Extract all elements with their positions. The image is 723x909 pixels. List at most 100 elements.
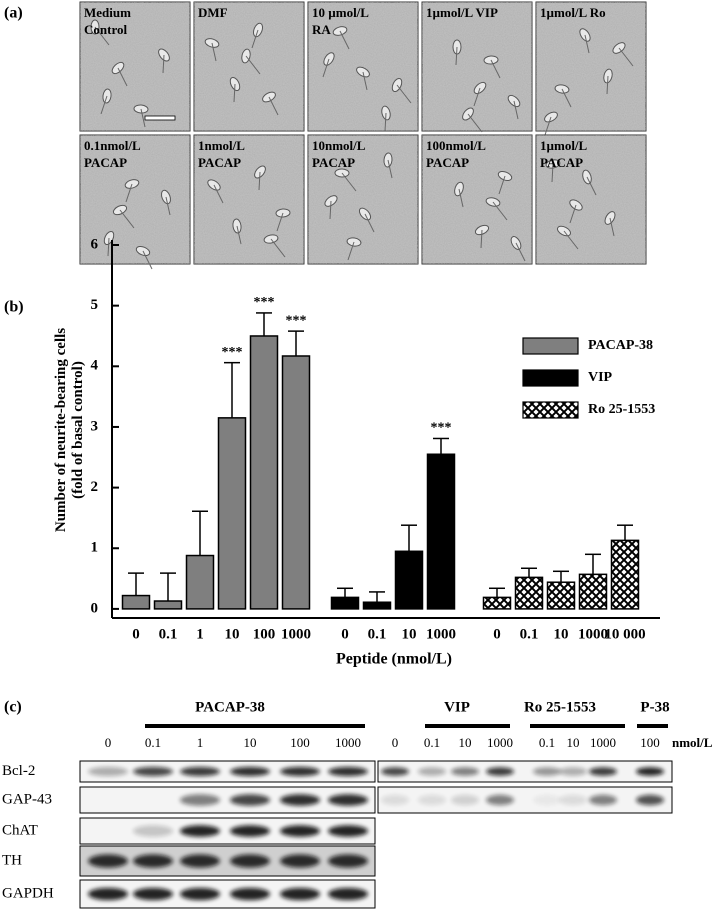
neurite (117, 67, 128, 87)
tile-label: 10 µmol/L (312, 5, 369, 20)
neurite (268, 96, 279, 116)
band (533, 794, 561, 806)
neurite (364, 213, 375, 233)
band (88, 854, 128, 868)
lane-label: 1000 (335, 735, 361, 750)
band (328, 854, 368, 868)
tile-label: RA (312, 22, 331, 37)
neurite (100, 95, 108, 115)
band (280, 825, 320, 837)
x-tick-label: 10 (225, 626, 240, 642)
y-tick-label: 6 (91, 236, 99, 252)
bar (426, 453, 456, 610)
neurite (94, 26, 110, 46)
micrograph-texture (80, 135, 190, 264)
bar (610, 539, 640, 610)
x-tick-label: 1000 (578, 626, 608, 642)
lane-label: 0.1 (424, 735, 440, 750)
neurite (498, 175, 506, 195)
tile-label: DMF (198, 5, 228, 20)
neurite (258, 171, 261, 191)
tile-label: Control (84, 22, 127, 37)
tile-label: PACAP (540, 155, 583, 170)
bar (578, 573, 608, 610)
y-tick-label: 0 (91, 600, 99, 616)
panel-label: (a) (4, 5, 23, 22)
neurite (396, 84, 412, 104)
neurite (515, 242, 526, 262)
blot-strip (377, 760, 673, 783)
blot-strip (79, 760, 376, 783)
neurite (125, 183, 133, 203)
x-axis-title: Peptide (nmol/L) (336, 651, 452, 668)
neurite (606, 75, 609, 95)
band (280, 766, 320, 777)
tile-label: PACAP (84, 155, 127, 170)
band (533, 767, 561, 776)
bar (121, 594, 151, 610)
band (280, 887, 320, 901)
micrograph-texture (422, 2, 532, 131)
lane-label: 100 (290, 735, 310, 750)
band (280, 854, 320, 868)
band (230, 854, 270, 868)
y-tick-label: 2 (91, 479, 99, 495)
y-axis-title-line: Number of neurite-bearing cells (53, 328, 69, 532)
x-tick-label: 100 (253, 626, 276, 642)
neurite (480, 229, 483, 249)
x-tick-label: 0.1 (159, 626, 178, 642)
row-label: ChAT (2, 822, 38, 838)
micrograph-texture (536, 2, 646, 131)
band (328, 766, 368, 777)
micrograph-texture (194, 2, 304, 131)
x-tick-label: 10 000 (604, 626, 645, 642)
neurite (490, 59, 501, 79)
group-label: Ro 25-1553 (524, 699, 596, 715)
band (180, 794, 220, 806)
scale-bar (144, 115, 176, 121)
neurite (473, 87, 481, 107)
legend-swatch (522, 369, 579, 387)
neurite (245, 55, 261, 75)
neurite (211, 42, 217, 62)
x-tick-label: 0 (493, 626, 501, 642)
neurite (458, 188, 464, 208)
neurite (586, 176, 597, 196)
neurite (276, 212, 284, 232)
y-axis-title: Number of neurite-bearing cells(fold of … (53, 328, 86, 532)
neurite (339, 30, 350, 50)
bar (153, 600, 183, 610)
bar (514, 576, 544, 610)
micrographs: Medium Control DMF 10 µmol/L RA 1µmol/L VIP 1µ… (79, 1, 647, 270)
micrograph-texture (194, 135, 304, 264)
lane-label: 10 (459, 735, 472, 750)
band (133, 887, 173, 901)
bar (281, 355, 311, 610)
panel-label: (c) (4, 699, 22, 716)
blot-strip (79, 786, 376, 814)
band (230, 825, 270, 837)
x-tick-label: 10 (554, 626, 569, 642)
band (328, 794, 368, 806)
neurite (609, 217, 615, 237)
row-label: GAPDH (2, 885, 54, 901)
blot-strip (79, 845, 376, 877)
lane-label: 1000 (590, 735, 616, 750)
legend-swatch (522, 401, 579, 419)
neurite (329, 200, 332, 220)
x-tick-label: 0.1 (520, 626, 539, 642)
band (418, 767, 446, 776)
significance: *** (254, 295, 275, 310)
legend-label: Ro 25-1553 (588, 402, 655, 417)
panel-label: (b) (4, 299, 24, 316)
blot-strip (79, 879, 376, 909)
lane-label: 0.1 (539, 735, 555, 750)
legend-label: VIP (588, 370, 613, 385)
lane-label: 0 (105, 735, 112, 750)
tile-label: 0.1nmol/L (84, 138, 141, 153)
x-tick-label: 0 (341, 626, 349, 642)
tile-label: PACAP (198, 155, 241, 170)
band (636, 794, 664, 806)
band (418, 794, 446, 806)
neurite (551, 163, 554, 183)
